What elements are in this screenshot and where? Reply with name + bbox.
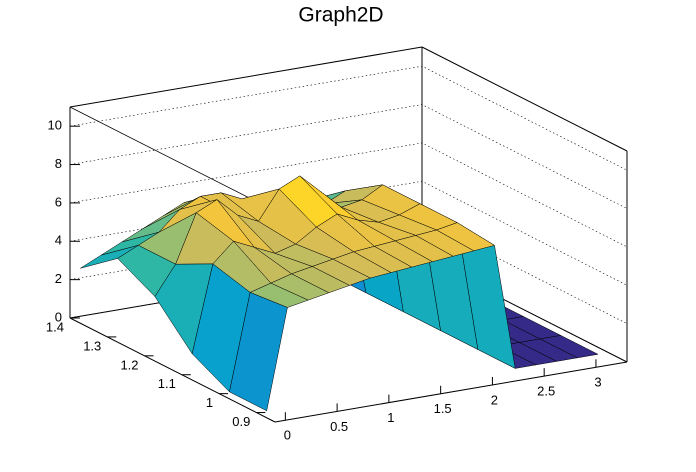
x-tick-label: 0 bbox=[284, 428, 291, 443]
box-edge bbox=[421, 46, 628, 152]
grid-line bbox=[69, 142, 628, 248]
surface-cell bbox=[229, 292, 288, 412]
x-tick-label: 0.5 bbox=[330, 419, 348, 434]
x-tick-label: 2.5 bbox=[537, 384, 555, 399]
z-tick-label: 10 bbox=[48, 118, 62, 133]
z-tick-label: 8 bbox=[55, 156, 62, 171]
x-tick-label: 3 bbox=[594, 375, 601, 390]
y-tick-label: 1.1 bbox=[158, 376, 176, 391]
x-tick-label: 1.5 bbox=[434, 401, 452, 416]
y-tick-label: 1.3 bbox=[83, 338, 101, 353]
grid-line bbox=[69, 104, 628, 209]
y-tick-label: 1.4 bbox=[46, 319, 64, 334]
y-axis bbox=[69, 317, 276, 423]
x-axis bbox=[274, 361, 628, 423]
z-tick-label: 4 bbox=[55, 233, 62, 248]
box-edge bbox=[69, 106, 276, 212]
z-tick-label: 2 bbox=[55, 271, 62, 286]
z-tick-label: 6 bbox=[55, 194, 62, 209]
y-tick-label: 0.9 bbox=[232, 414, 250, 429]
y-tick-label: 1 bbox=[206, 395, 213, 410]
box-edge bbox=[69, 46, 423, 108]
grid-line bbox=[69, 180, 628, 286]
x-tick-label: 1 bbox=[387, 410, 394, 425]
y-tick-label: 1.2 bbox=[120, 357, 138, 372]
grid-line bbox=[69, 65, 628, 171]
chart-title: Graph2D bbox=[298, 4, 383, 27]
z-tick-label: 0 bbox=[55, 309, 62, 324]
x-tick-label: 2 bbox=[491, 392, 498, 407]
